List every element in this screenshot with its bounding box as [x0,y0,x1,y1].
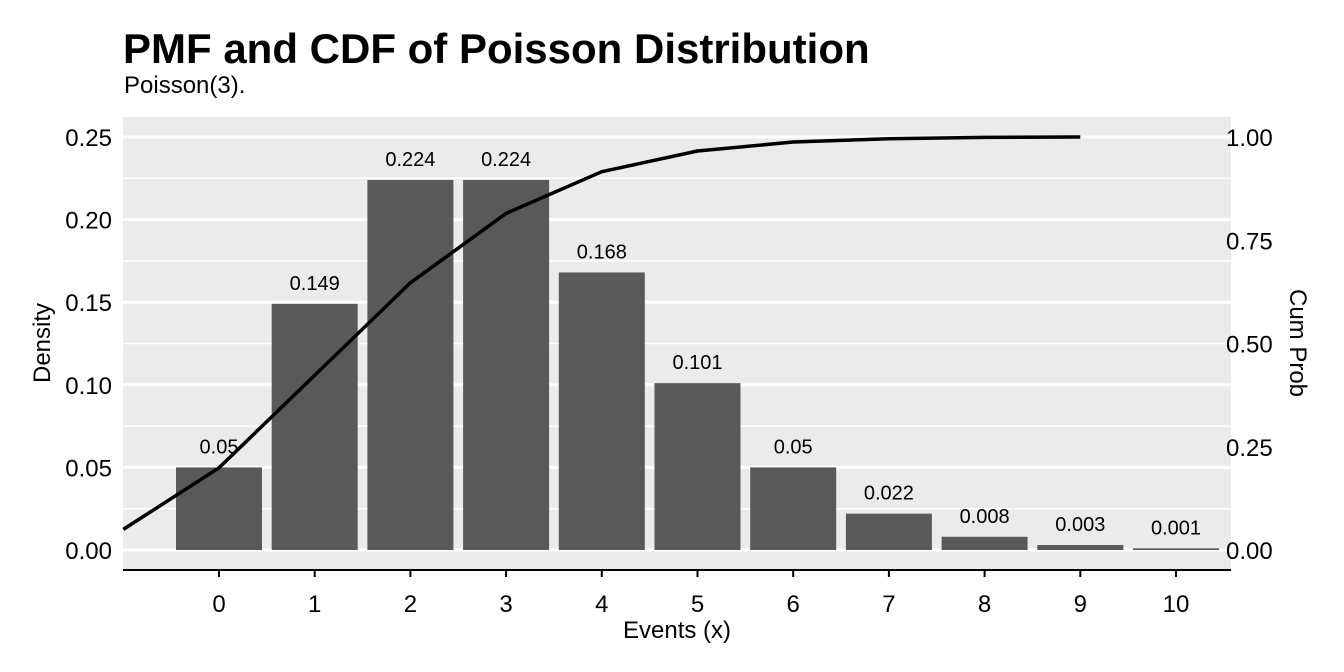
x-tick-label-1: 1 [308,591,321,618]
y-tick-label-4: 0.20 [65,208,112,235]
x-ticks-group: 0 1 2 3 4 5 6 7 8 9 10 [212,570,1189,618]
y2-tick-label-2: 0.50 [1226,332,1273,359]
bar-7 [845,513,932,550]
y-tick-label-0: 0.00 [65,538,112,565]
chart-subtitle: Poisson(3). [124,72,246,99]
bar-8 [941,536,1028,550]
y2-tick-label-4: 1.00 [1226,125,1273,152]
bar-value-label-10: 0.001 [1151,517,1201,539]
y-tick-label-3: 0.15 [65,290,112,317]
x-tick-label-10: 10 [1163,591,1190,618]
y2-tick-label-0: 0.00 [1226,538,1273,565]
bars-group [176,179,1219,550]
bar-2 [367,179,454,550]
bar-value-label-7: 0.022 [864,483,914,505]
bar-10 [1133,548,1219,550]
bar-labels-group: 0.05 0.149 0.224 0.224 0.168 0.101 0.05 0.022 0.… [200,149,1202,539]
x-tick-label-4: 4 [595,591,608,618]
y-axis-title: Density [29,303,56,383]
bar-1 [271,303,358,550]
y-tick-label-1: 0.05 [65,455,112,482]
bar-6 [750,467,837,550]
x-tick-label-8: 8 [978,591,991,618]
x-tick-label-3: 3 [499,591,512,618]
y-tick-label-2: 0.10 [65,373,112,400]
x-tick-label-9: 9 [1074,591,1087,618]
y-tick-label-5: 0.25 [65,125,112,152]
bar-value-label-3: 0.224 [481,149,531,171]
bar-value-label-6: 0.05 [774,436,813,458]
y2-ticks-group: 0.00 0.25 0.50 0.75 1.00 [1226,125,1273,565]
bar-value-label-0: 0.05 [200,436,239,458]
bar-4 [558,272,645,550]
y2-axis-title: Cum Prob [1284,289,1311,397]
x-tick-label-7: 7 [882,591,895,618]
x-tick-label-0: 0 [212,591,225,618]
y2-tick-label-3: 0.75 [1226,228,1273,255]
x-tick-label-2: 2 [404,591,417,618]
x-tick-label-6: 6 [787,591,800,618]
bar-value-label-9: 0.003 [1055,514,1105,536]
x-axis-title: Events (x) [623,617,731,644]
chart-title: PMF and CDF of Poisson Distribution [123,25,870,72]
bar-value-label-5: 0.101 [672,352,722,374]
bar-value-label-1: 0.149 [290,273,340,295]
bar-9 [1037,545,1124,550]
bar-value-label-4: 0.168 [577,241,627,263]
y-ticks-group: 0.00 0.05 0.10 0.15 0.20 0.25 [65,125,112,565]
bar-value-label-8: 0.008 [960,506,1010,528]
x-tick-label-5: 5 [691,591,704,618]
bar-value-label-2: 0.224 [385,149,435,171]
bar-0 [176,467,262,550]
bar-5 [654,383,741,550]
y2-tick-label-1: 0.25 [1226,435,1273,462]
bar-3 [463,179,550,550]
cdf-line [122,135,1081,531]
